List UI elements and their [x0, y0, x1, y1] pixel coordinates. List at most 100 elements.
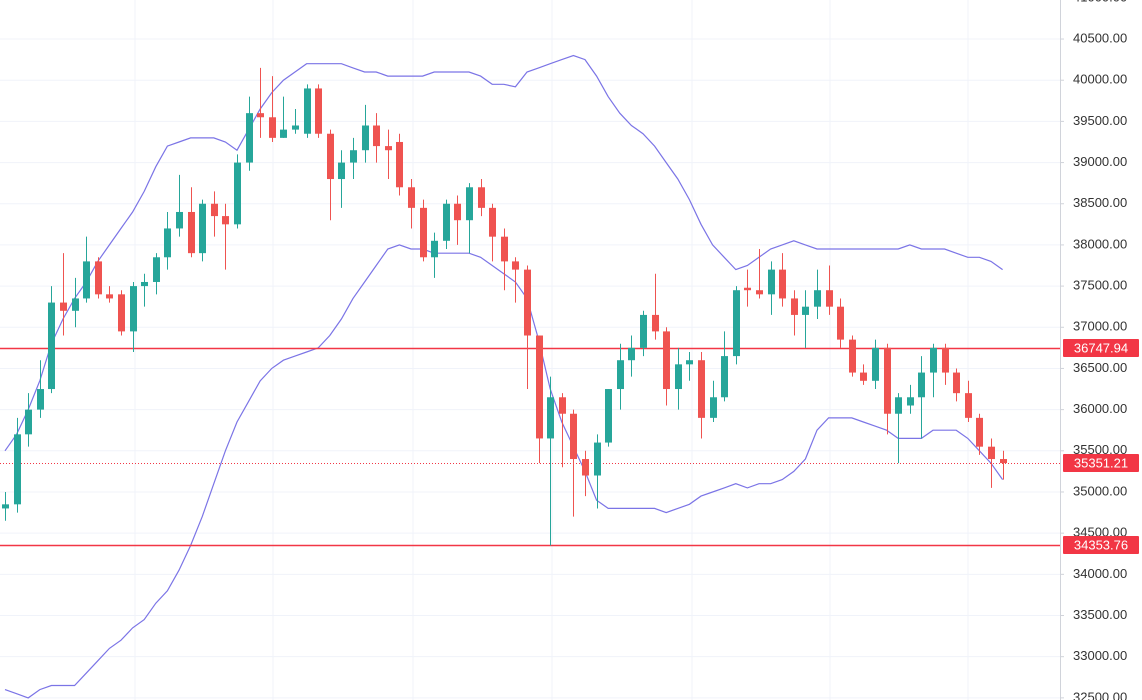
band-line [4, 54, 1003, 452]
candle-body [431, 240, 438, 258]
candle-body [489, 207, 496, 237]
candle-body [802, 306, 809, 315]
candle-body [895, 397, 902, 414]
candle-body [292, 125, 299, 130]
candle-body [942, 347, 949, 373]
candle-body [280, 129, 287, 138]
y-tick-label: 34500.00 [1073, 525, 1127, 540]
candle-body [141, 281, 148, 287]
candle-body [130, 286, 137, 332]
y-tick-label: 37500.00 [1073, 278, 1127, 293]
candle-body [756, 290, 763, 295]
candle-body [837, 306, 844, 340]
y-tick-label: 40500.00 [1073, 30, 1127, 45]
candle-body [721, 356, 728, 398]
candle-body [976, 417, 983, 447]
candle-body [698, 360, 705, 418]
candle-body [884, 347, 891, 414]
y-tick-label: 32500.00 [1073, 689, 1127, 700]
y-tick-label: 34000.00 [1073, 566, 1127, 581]
candle-body [350, 150, 357, 163]
price-tag [1063, 454, 1139, 472]
y-tick-label: 38000.00 [1073, 236, 1127, 251]
candle-body [930, 347, 937, 373]
candle-body [907, 397, 914, 406]
candle-body [512, 261, 519, 270]
candle-body [547, 397, 554, 439]
candle-body [733, 290, 740, 357]
y-tick-label: 33000.00 [1073, 648, 1127, 663]
candle-body [872, 347, 879, 381]
y-tick-label: 39500.00 [1073, 113, 1127, 128]
candle-body [663, 331, 670, 390]
price-tag-label: 34353.76 [1074, 537, 1128, 552]
candle-body [628, 347, 635, 361]
candle-body [768, 269, 775, 295]
candle-body [60, 302, 67, 311]
candle-body [779, 269, 786, 299]
candle-body [605, 389, 612, 443]
candle-body [246, 113, 253, 163]
candle-body [304, 88, 311, 134]
y-tick-label: 36000.00 [1073, 401, 1127, 416]
y-tick-label: 37000.00 [1073, 319, 1127, 334]
candle-body [222, 216, 229, 225]
candle-body [234, 162, 241, 225]
candle-body [710, 397, 717, 418]
candle-body [686, 360, 693, 365]
candle-body [327, 133, 334, 180]
candle-body [118, 294, 125, 332]
candle-body [72, 298, 79, 311]
candle-body [744, 287, 751, 291]
candle-body [83, 261, 90, 299]
price-tag-label: 36747.94 [1074, 340, 1128, 355]
y-tick-label: 35500.00 [1073, 442, 1127, 457]
y-tick-label: 38500.00 [1073, 195, 1127, 210]
candle-body [257, 113, 264, 118]
candle-body [37, 389, 44, 410]
candle-body [652, 314, 659, 332]
band-line [4, 244, 1004, 699]
candle-body [860, 372, 867, 381]
y-tick-label: 40000.00 [1073, 72, 1127, 87]
y-tick-label: 41000.00 [1073, 0, 1127, 4]
price-tag [1063, 339, 1139, 357]
candle-body [953, 372, 960, 394]
candle-body [478, 187, 485, 208]
y-tick-label: 39000.00 [1073, 154, 1127, 169]
candle-body [594, 442, 601, 476]
candle-body [14, 434, 21, 505]
candle-body [675, 364, 682, 390]
candle-body [362, 125, 369, 151]
candle-body [826, 290, 833, 307]
candle-body [814, 290, 821, 307]
candle-body [153, 257, 160, 282]
candle-body [501, 236, 508, 262]
candle-body [2, 504, 9, 509]
candle-body [849, 339, 856, 373]
candle-body [570, 413, 577, 460]
price-tag [1063, 536, 1139, 554]
y-tick-label: 35000.00 [1073, 483, 1127, 498]
candle-body [25, 409, 32, 435]
candle-body [164, 228, 171, 258]
candle-body [536, 335, 543, 439]
candle-body [791, 298, 798, 315]
candle-body [269, 117, 276, 138]
candle-body [965, 393, 972, 418]
candle-body [443, 203, 450, 241]
candle-body [408, 187, 415, 208]
candle-body [385, 146, 392, 151]
candle-body [454, 203, 461, 221]
candle-body [48, 302, 55, 390]
price-tag-label: 35351.21 [1074, 455, 1128, 470]
candle-body [338, 162, 345, 180]
candle-body [315, 88, 322, 134]
candle-body [199, 203, 206, 254]
candle-body [466, 187, 473, 221]
candle-body [176, 211, 183, 229]
candle-body [582, 459, 589, 476]
